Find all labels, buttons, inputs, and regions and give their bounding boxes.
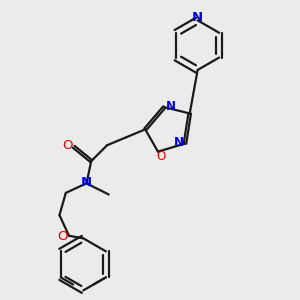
Text: N: N — [174, 136, 184, 149]
Text: O: O — [57, 230, 67, 243]
Text: O: O — [157, 150, 166, 163]
Text: N: N — [192, 11, 203, 24]
Text: O: O — [62, 139, 73, 152]
Text: N: N — [80, 176, 92, 189]
Text: N: N — [166, 100, 176, 113]
